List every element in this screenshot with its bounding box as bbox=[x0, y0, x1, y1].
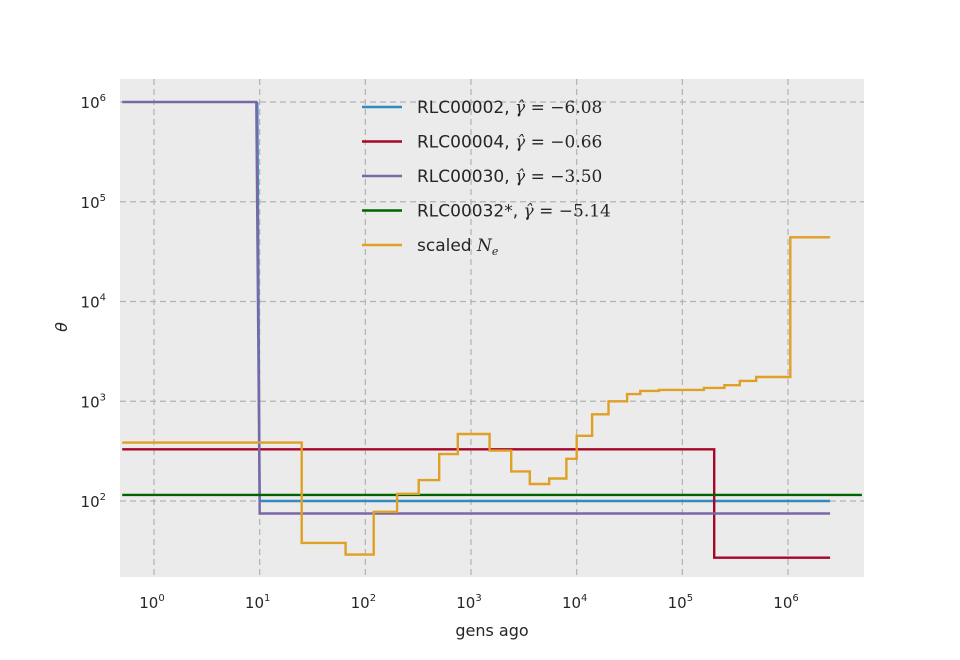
x-tick-label: 106 bbox=[773, 593, 798, 612]
x-axis-label: gens ago bbox=[455, 621, 528, 640]
series-line-4 bbox=[122, 236, 831, 556]
y-tick-label: 106 bbox=[81, 93, 106, 112]
series-lines bbox=[122, 100, 862, 559]
y-tick-label: 105 bbox=[81, 193, 106, 212]
x-tick-label: 103 bbox=[456, 593, 481, 612]
legend-entry-label: scaled Ne bbox=[417, 236, 499, 258]
plot-background bbox=[120, 79, 864, 577]
legend-entry-label: RLC00032*, γ̂ = −5.14 bbox=[417, 202, 611, 222]
legend-entry-label: RLC00030, γ̂ = −3.50 bbox=[417, 167, 602, 187]
y-tick-label: 104 bbox=[81, 293, 106, 312]
y-axis-ticks: 102 103 104 105 106 bbox=[81, 93, 106, 511]
x-tick-label: 100 bbox=[139, 593, 164, 612]
x-tick-label: 101 bbox=[245, 593, 270, 612]
x-axis-ticks: 100 101 102 103 104 105 106 bbox=[139, 593, 798, 612]
y-axis-label: θ bbox=[52, 322, 71, 332]
x-tick-label: 105 bbox=[668, 593, 693, 612]
legend: RLC00002, γ̂ = −6.08 RLC00004, γ̂ = −0.66… bbox=[362, 98, 611, 258]
y-tick-label: 103 bbox=[81, 392, 106, 411]
y-tick-label: 102 bbox=[81, 492, 106, 511]
series-line-2 bbox=[122, 100, 831, 515]
legend-entry-label: RLC00004, γ̂ = −0.66 bbox=[417, 133, 602, 153]
x-tick-label: 104 bbox=[562, 593, 587, 612]
series-line-1 bbox=[122, 448, 831, 559]
legend-entry-label: RLC00002, γ̂ = −6.08 bbox=[417, 98, 602, 118]
x-tick-label: 102 bbox=[351, 593, 376, 612]
